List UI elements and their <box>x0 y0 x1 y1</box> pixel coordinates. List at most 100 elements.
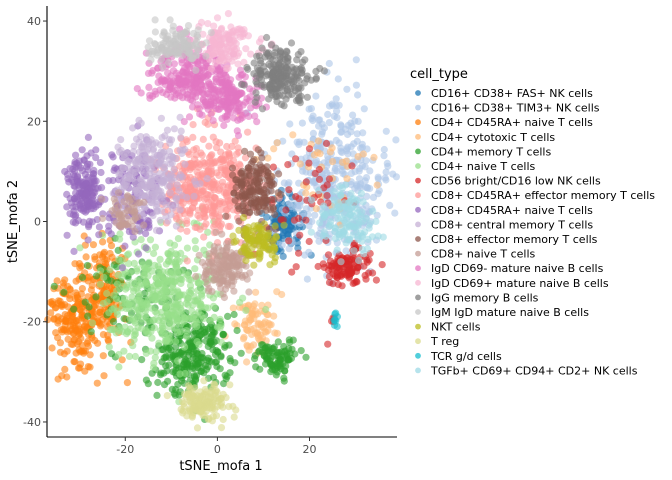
data-point <box>264 154 272 162</box>
data-point <box>118 273 126 281</box>
data-point <box>272 85 280 93</box>
data-point <box>302 353 310 361</box>
data-point <box>252 363 260 371</box>
data-point <box>89 189 97 197</box>
data-point <box>304 211 312 219</box>
data-point <box>314 137 323 145</box>
data-point <box>204 159 212 167</box>
data-point <box>106 266 114 274</box>
data-point <box>164 69 172 77</box>
data-point <box>234 192 242 200</box>
data-point <box>66 165 74 173</box>
data-point <box>230 114 238 122</box>
data-point <box>302 189 310 197</box>
x-axis-title: tSNE_mofa 1 <box>179 459 262 474</box>
legend-label: CD4+ memory T cells <box>431 145 551 158</box>
data-point <box>255 319 263 327</box>
data-point <box>239 71 247 79</box>
data-point <box>273 139 281 147</box>
legend-item: CD8+ effector memory T cells <box>415 233 598 246</box>
data-point <box>192 245 200 253</box>
data-point <box>277 63 285 71</box>
data-point <box>219 290 227 298</box>
data-point <box>324 110 332 118</box>
data-point <box>305 237 313 246</box>
data-point <box>291 87 299 95</box>
data-point <box>279 137 287 145</box>
data-point <box>128 302 136 310</box>
data-point <box>270 312 278 320</box>
data-point <box>144 380 152 388</box>
data-point <box>216 315 224 323</box>
data-point <box>191 265 199 273</box>
data-point <box>131 352 139 361</box>
data-point <box>245 97 253 105</box>
data-point <box>294 202 302 210</box>
data-point <box>382 168 390 176</box>
data-point <box>144 155 152 163</box>
data-point <box>303 75 311 83</box>
data-point <box>194 286 202 295</box>
data-point <box>349 111 357 119</box>
data-point <box>130 259 138 267</box>
data-point <box>181 64 189 72</box>
data-point <box>128 293 136 301</box>
data-point <box>153 391 161 399</box>
data-point <box>217 63 225 71</box>
data-point <box>346 235 354 243</box>
data-point <box>310 151 318 159</box>
data-point <box>302 205 311 213</box>
data-point <box>167 308 175 316</box>
legend-swatch <box>415 133 421 140</box>
data-point <box>156 216 164 224</box>
data-point <box>174 235 182 243</box>
data-point <box>359 129 367 137</box>
data-point <box>92 300 100 309</box>
data-point <box>382 127 390 135</box>
data-point <box>320 67 328 75</box>
data-point <box>111 164 119 172</box>
data-point <box>88 197 96 205</box>
data-point <box>258 154 266 162</box>
data-point <box>312 75 320 83</box>
data-point <box>125 260 133 268</box>
data-point <box>295 195 303 203</box>
data-point <box>305 159 313 167</box>
data-point <box>72 189 80 197</box>
data-point <box>255 208 264 216</box>
data-point <box>53 277 61 285</box>
data-point <box>150 293 158 301</box>
data-point <box>243 358 251 366</box>
data-point <box>330 188 338 196</box>
data-point <box>217 277 225 286</box>
legend-swatch <box>415 352 421 359</box>
data-point <box>288 268 296 276</box>
data-point <box>147 165 155 173</box>
data-point <box>118 356 126 364</box>
data-point <box>197 66 206 74</box>
data-point <box>223 142 231 151</box>
data-point <box>197 311 205 319</box>
data-point <box>343 85 351 93</box>
data-point <box>120 151 128 159</box>
legend-swatch <box>415 221 421 228</box>
data-point <box>203 280 211 288</box>
data-point <box>325 102 334 110</box>
data-point <box>97 320 105 328</box>
legend-item: TGFb+ CD69+ CD94+ CD2+ NK cells <box>415 364 638 377</box>
data-point <box>375 187 383 195</box>
data-point <box>188 307 196 315</box>
data-point <box>196 400 204 408</box>
data-point <box>60 288 68 296</box>
legend-label: IgG memory B cells <box>431 291 539 304</box>
data-point <box>130 317 138 325</box>
data-point <box>243 342 252 351</box>
data-point <box>366 167 374 175</box>
data-point <box>91 255 99 263</box>
data-point <box>167 81 175 89</box>
data-point <box>309 129 317 137</box>
data-point <box>292 263 300 271</box>
data-point <box>115 351 123 359</box>
data-point <box>226 262 234 270</box>
data-point <box>335 101 343 109</box>
